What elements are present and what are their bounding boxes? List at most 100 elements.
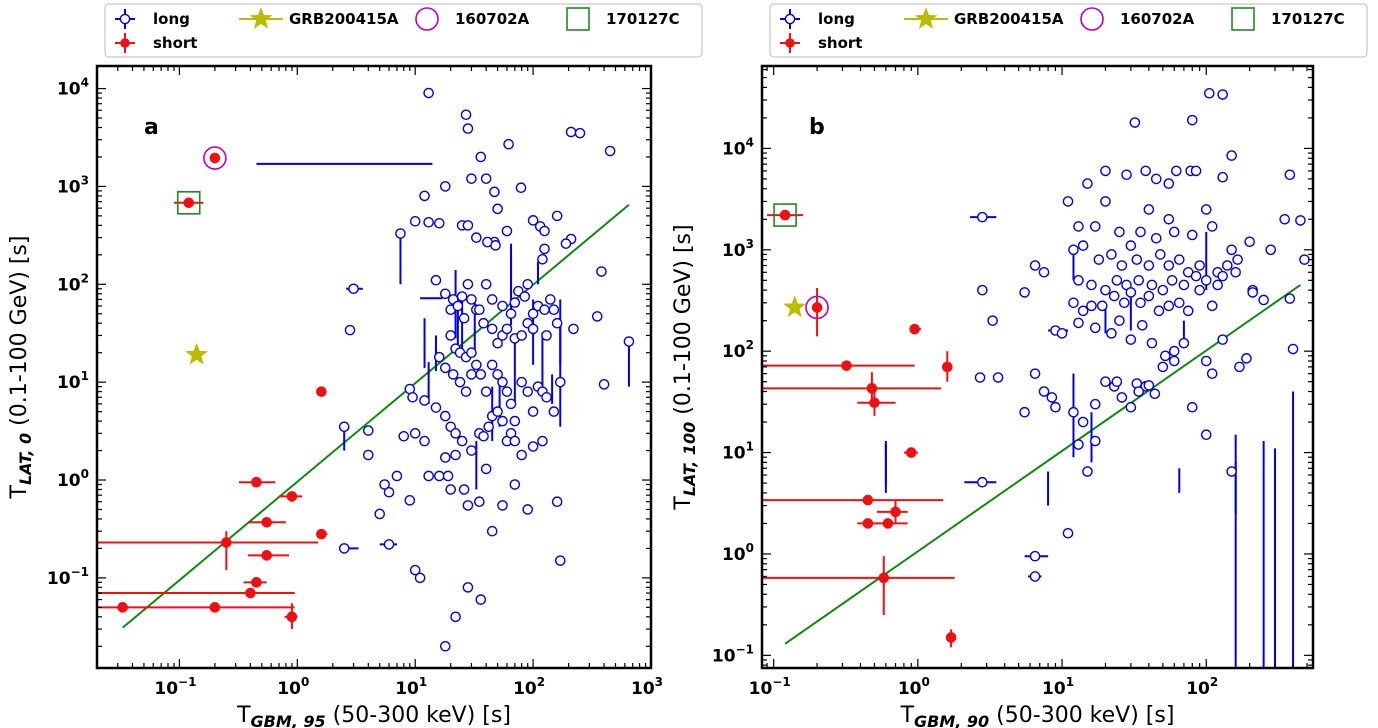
y-tick-exponent: 1 (81, 369, 89, 383)
long-point (1284, 293, 1296, 304)
long-point (1226, 244, 1237, 256)
long-point (1106, 328, 1117, 339)
long-point (503, 138, 514, 150)
series-short (97, 152, 328, 630)
short-point (209, 152, 221, 164)
long-point (1089, 221, 1101, 232)
long-point (1073, 221, 1084, 232)
long-point (1206, 300, 1218, 312)
long-point (539, 225, 550, 237)
long-point (541, 392, 552, 403)
panel-label: b (809, 115, 825, 140)
y-axis-label-main: T (671, 496, 696, 511)
x-tick-exponent: 0 (922, 675, 930, 689)
long-point (554, 376, 566, 388)
x-axis-label: TGBM, 95 (50-300 keV) [s] (236, 703, 511, 728)
long-point (492, 369, 503, 380)
long-point (1168, 355, 1180, 367)
long-point (537, 254, 548, 265)
long-point (522, 504, 534, 515)
long-point (1106, 249, 1117, 260)
legend-marker-long (119, 13, 131, 25)
long-point (492, 406, 503, 417)
short-point (866, 383, 878, 394)
long-point (466, 294, 477, 305)
short-point (251, 476, 262, 488)
long-point (1247, 287, 1259, 298)
long-point (1068, 406, 1079, 418)
long-point (374, 508, 386, 520)
long-point (1062, 527, 1074, 539)
long-point (501, 386, 513, 397)
short-point (882, 518, 894, 529)
long-point (515, 182, 527, 194)
long-point (458, 484, 470, 495)
long-point (439, 410, 451, 422)
x-tick-label: 101 (395, 675, 427, 699)
y-tick-exponent: 2 (81, 271, 89, 285)
long-point (1163, 178, 1175, 189)
long-point (430, 402, 442, 413)
long-point (1222, 260, 1233, 271)
long-point (1140, 165, 1151, 177)
y-axis-label-rest: (0.1-100 GeV) [s] (671, 224, 696, 421)
short-point (779, 209, 791, 221)
long-point (516, 376, 527, 388)
long-point (1232, 254, 1243, 265)
short-point (905, 447, 917, 458)
y-tick-base: 10 (712, 646, 736, 666)
long-point (1029, 368, 1041, 379)
y-tick-label: 101 (722, 440, 754, 464)
legend: long short GRB200415A 160702A 170127C (769, 3, 1368, 58)
tick-marks (97, 66, 651, 668)
long-point (1217, 171, 1228, 183)
x-tick-label: 10−1 (154, 675, 196, 699)
long-point (362, 449, 374, 461)
long-point (1116, 392, 1128, 403)
y-tick-label: 102 (57, 271, 89, 295)
long-point (1200, 429, 1212, 441)
long-point (537, 435, 548, 447)
long-point (409, 428, 421, 439)
long-point (475, 594, 487, 605)
long-point (490, 240, 501, 251)
long-point (1073, 439, 1084, 450)
long-point (460, 386, 472, 397)
long-point (1157, 284, 1169, 296)
y-tick-label: 102 (722, 338, 754, 362)
x-tick-exponent: 2 (1210, 675, 1218, 689)
long-point (452, 300, 464, 312)
x-tick-label: 10−1 (749, 675, 791, 699)
legend-marker-170127c (1231, 7, 1255, 31)
long-point (539, 304, 550, 315)
long-point (987, 315, 998, 326)
x-tick-base: 10 (513, 679, 537, 699)
x-axis-label-rest: (50-300 keV) [s] (326, 703, 511, 728)
long-point (1206, 221, 1218, 232)
y-axis-label: TLAT, 100 (0.1-100 GeV) [s] (671, 224, 699, 510)
x-tick-exponent: 0 (301, 675, 309, 689)
long-point (409, 564, 421, 576)
long-point (519, 291, 531, 302)
legend-marker-long (784, 13, 796, 25)
long-point (527, 441, 539, 452)
long-point (1038, 386, 1050, 397)
long-point (509, 415, 521, 427)
long-point (362, 425, 374, 436)
long-point (462, 220, 474, 231)
long-point (348, 283, 359, 295)
long-point (1186, 401, 1198, 413)
long-point (486, 323, 498, 335)
y-tick-exponent: 0 (81, 467, 89, 481)
long-point (439, 288, 451, 300)
long-point (1121, 169, 1132, 181)
long-point (439, 640, 451, 652)
long-point (466, 445, 477, 456)
long-point (560, 238, 572, 249)
x-tick-label: 101 (1042, 675, 1074, 699)
long-point (1133, 275, 1144, 286)
long-point (1182, 305, 1194, 317)
long-point (1019, 287, 1030, 298)
long-point (433, 470, 445, 482)
long-point (1135, 226, 1146, 238)
